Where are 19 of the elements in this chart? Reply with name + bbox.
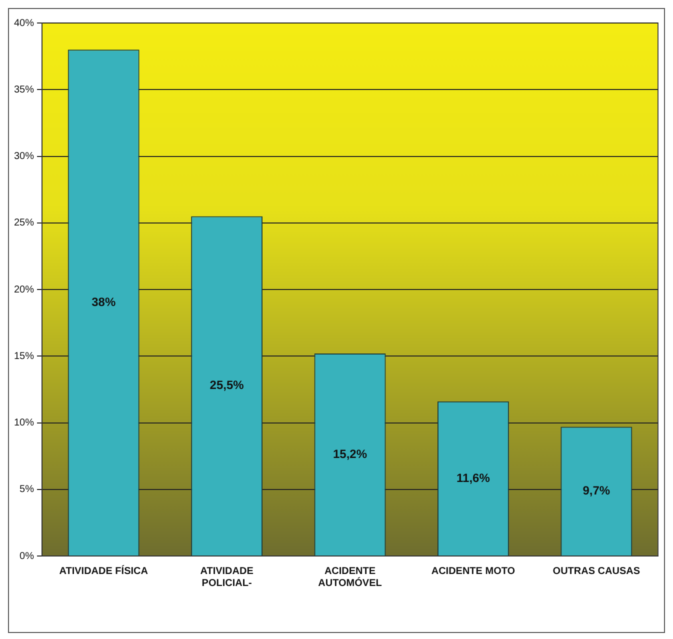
y-tick-label: 35%: [14, 84, 34, 96]
y-tick-label: 15%: [14, 350, 34, 362]
x-tick-label: ATIVIDADE POLICIAL-: [200, 566, 254, 589]
y-tick-label: 30%: [14, 151, 34, 162]
data-label: 25,5%: [210, 378, 244, 392]
data-label: 15,2%: [332, 446, 368, 461]
data-label: 11,6%: [456, 470, 490, 485]
y-tick-label: 40%: [14, 18, 34, 29]
data-label: 38%: [92, 294, 116, 309]
x-tick-label: ATIVIDADE FÍSICA: [59, 564, 148, 577]
y-tick-label: 25%: [14, 218, 34, 229]
x-tick-label: OUTRAS CAUSAS: [552, 566, 640, 577]
x-tick-label: ACIDENTE AUTOMÓVEL: [318, 566, 382, 589]
y-tick-label: 0%: [20, 550, 34, 562]
y-tick-label: 20%: [14, 284, 34, 296]
data-label: 9,7%: [582, 483, 610, 498]
y-tick-label: 5%: [20, 484, 34, 496]
x-tick-label: ACIDENTE MOTO: [431, 566, 516, 577]
y-tick-label: 10%: [14, 418, 34, 428]
